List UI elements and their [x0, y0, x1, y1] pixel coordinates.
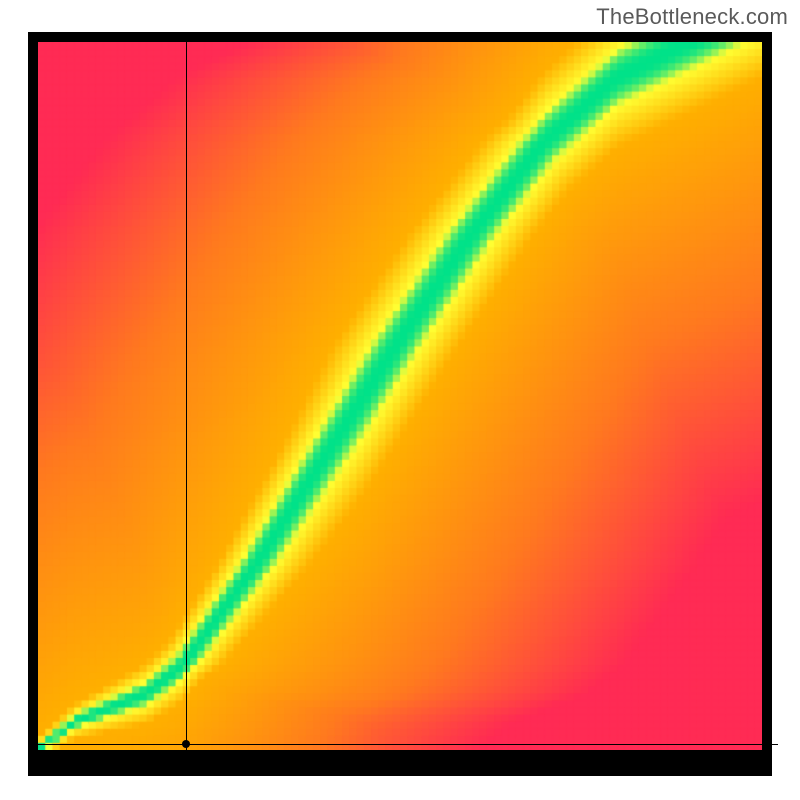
- crosshair-vertical: [186, 42, 187, 766]
- bottleneck-heatmap: [38, 42, 762, 750]
- crosshair-horizontal: [38, 744, 778, 745]
- selection-marker: [182, 740, 190, 748]
- chart-frame: [28, 32, 772, 776]
- watermark-text: TheBottleneck.com: [596, 4, 788, 30]
